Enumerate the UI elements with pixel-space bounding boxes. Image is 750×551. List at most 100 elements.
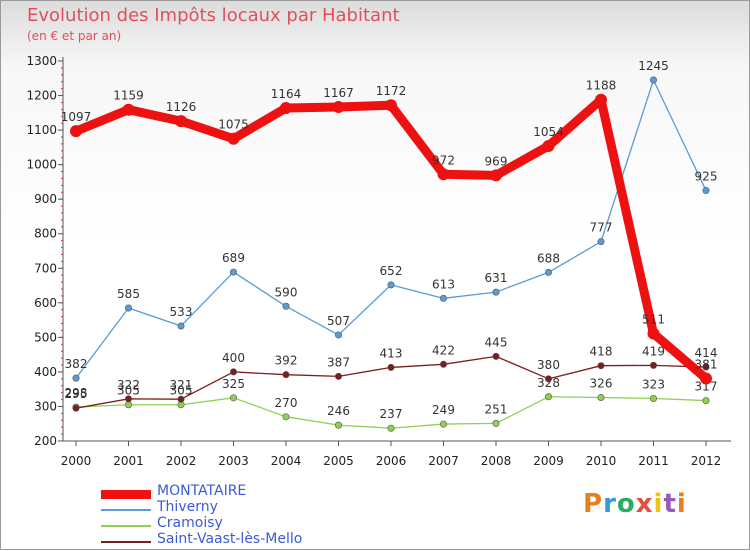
data-point [334,331,342,339]
y-tick-label: 600 [34,296,57,310]
y-tick-label: 800 [34,227,57,241]
data-point [387,363,395,371]
data-point [595,93,607,106]
data-label: 1164 [271,87,302,101]
x-tick-label: 2005 [323,454,354,468]
data-label: 688 [537,251,560,265]
data-point [387,281,395,289]
data-point [332,100,345,113]
legend-label: Cramoisy [157,515,223,531]
data-point [227,132,240,145]
data-point [334,372,342,380]
y-tick-label: 900 [34,192,57,206]
data-point [439,294,447,302]
data-label: 413 [380,346,403,360]
data-label: 328 [537,376,560,390]
data-point [702,187,710,195]
data-point [175,115,187,128]
data-label: 251 [485,402,508,416]
x-tick-label: 2012 [691,454,722,468]
proxiti-logo: Proxiti [583,489,687,519]
data-point [70,125,82,138]
legend-swatch [101,489,151,499]
data-point [702,363,710,371]
data-point [122,103,135,116]
data-point [334,421,342,429]
data-point [280,101,292,114]
data-label: 1159 [113,89,144,103]
data-label: 414 [695,346,718,360]
data-label: 511 [642,313,665,327]
data-label: 1172 [376,84,407,98]
data-label: 925 [695,170,718,184]
y-tick-label: 300 [34,399,57,413]
y-tick-label: 500 [34,330,57,344]
data-label: 295 [65,387,88,401]
data-point [387,424,395,432]
y-tick-label: 700 [34,261,57,275]
data-label: 590 [275,285,298,299]
data-point [230,268,238,276]
data-label: 1054 [533,125,564,139]
data-point [385,99,397,112]
data-label: 305 [170,384,193,398]
data-label: 1126 [166,100,197,114]
chart-subtitle: (en € et par an) [27,29,122,43]
data-label: 382 [65,357,88,371]
data-point [177,395,185,403]
data-point [597,362,605,370]
data-point [437,168,450,181]
data-label: 652 [380,264,403,278]
data-point [72,374,80,382]
data-point [544,393,552,401]
data-point [282,413,290,421]
x-tick-label: 2009 [533,454,564,468]
data-point [597,238,605,246]
data-label: 298 [65,386,88,400]
data-label: 381 [695,357,718,371]
data-point [597,393,605,401]
data-label: 305 [117,384,140,398]
data-point [542,139,555,152]
data-label: 1097 [61,110,92,124]
data-label: 246 [327,404,350,418]
data-point [492,352,500,360]
data-point [125,395,133,403]
data-label: 631 [485,271,508,285]
data-point [649,76,657,84]
data-point [649,361,657,369]
data-label: 507 [327,314,350,328]
data-label: 689 [222,251,245,265]
data-label: 969 [485,154,508,168]
data-point [544,268,552,276]
y-tick-label: 1300 [26,54,57,68]
data-label: 325 [222,377,245,391]
data-label: 1167 [323,86,354,100]
data-point [649,395,657,403]
data-label: 400 [222,351,245,365]
x-tick-label: 2002 [166,454,197,468]
data-label: 613 [432,277,455,291]
data-label: 585 [117,287,140,301]
data-label: 422 [432,343,455,357]
legend-swatch [101,509,151,511]
data-label: 270 [275,396,298,410]
data-point [230,394,238,402]
x-tick-label: 2008 [481,454,512,468]
chart-title: Evolution des Impôts locaux par Habitant [27,5,400,26]
data-label: 387 [327,355,350,369]
data-point [282,371,290,379]
data-label: 323 [642,378,665,392]
data-label: 317 [695,380,718,394]
data-label: 419 [642,344,665,358]
data-point [439,420,447,428]
data-label: 249 [432,403,455,417]
legend-label: Saint-Vaast-lès-Mello [157,531,303,547]
legend-swatch [101,525,151,527]
y-tick-label: 1100 [26,123,57,137]
data-label: 237 [380,407,403,421]
data-point [647,327,660,340]
data-label: 1245 [638,59,669,73]
legend-label: MONTATAIRE [157,483,247,499]
